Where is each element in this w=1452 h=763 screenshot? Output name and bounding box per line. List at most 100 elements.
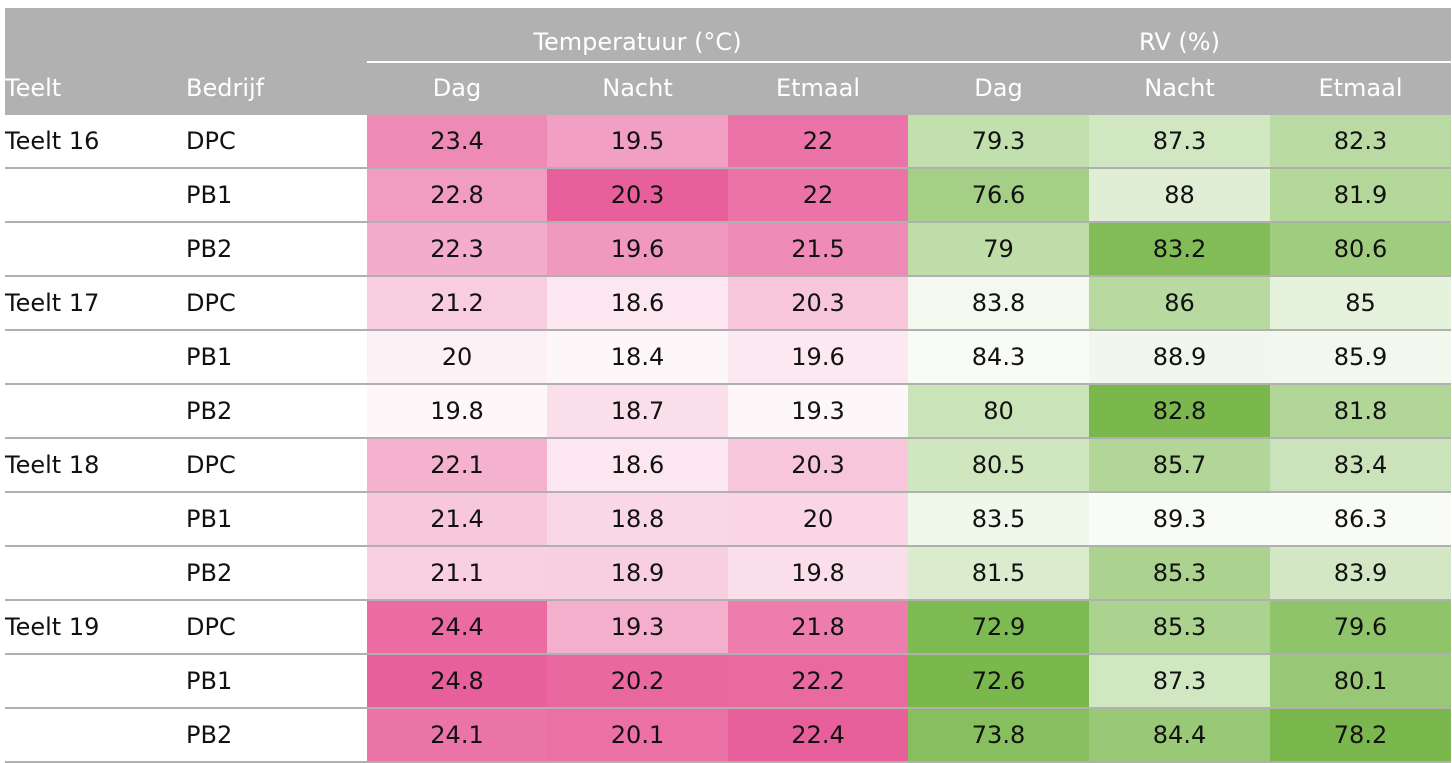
cell-temp-dag: 24.1 xyxy=(367,709,547,761)
cell-teelt: Teelt 17 xyxy=(5,289,100,317)
cell-rv-nacht: 88.9 xyxy=(1089,331,1270,383)
cell-temp-dag: 22.3 xyxy=(367,223,547,275)
table-row: PB2 24.1 20.1 22.4 73.8 84.4 78.2 xyxy=(5,709,1451,763)
cell-rv-dag: 83.5 xyxy=(908,493,1089,545)
cell-rv-dag: 83.8 xyxy=(908,277,1089,329)
table-row: PB1 21.4 18.8 20 83.5 89.3 86.3 xyxy=(5,493,1451,547)
table-row: Teelt 16 DPC 23.4 19.5 22 79.3 87.3 82.3 xyxy=(5,115,1451,169)
cell-temp-etmaal: 19.8 xyxy=(728,547,908,599)
cell-rv-dag: 76.6 xyxy=(908,169,1089,221)
table-header: Teelt Bedrijf Temperatuur (°C) RV (%) Da… xyxy=(5,8,1451,115)
cell-temp-nacht: 20.2 xyxy=(547,655,728,707)
header-temp-etmaal: Etmaal xyxy=(775,74,861,102)
header-rv-dag: Dag xyxy=(974,74,1023,102)
cell-temp-etmaal: 19.3 xyxy=(728,385,908,437)
table-row: PB1 22.8 20.3 22 76.6 88 81.9 xyxy=(5,169,1451,223)
cell-temp-etmaal: 21.8 xyxy=(728,601,908,653)
cell-rv-nacht: 82.8 xyxy=(1089,385,1270,437)
cell-bedrijf: PB1 xyxy=(186,181,233,209)
cell-temp-dag: 21.1 xyxy=(367,547,547,599)
cell-rv-etmaal: 80.1 xyxy=(1270,655,1451,707)
header-temp-dag: Dag xyxy=(432,74,482,102)
cell-rv-dag: 81.5 xyxy=(908,547,1089,599)
table-row: Teelt 17 DPC 21.2 18.6 20.3 83.8 86 85 xyxy=(5,277,1451,331)
cell-bedrijf: PB1 xyxy=(186,343,233,371)
cell-temp-dag: 19.8 xyxy=(367,385,547,437)
cell-bedrijf: DPC xyxy=(186,289,236,317)
header-temperature-underline xyxy=(367,61,908,63)
table-row: PB1 24.8 20.2 22.2 72.6 87.3 80.1 xyxy=(5,655,1451,709)
cell-temp-etmaal: 22 xyxy=(728,115,908,167)
cell-bedrijf: DPC xyxy=(186,451,236,479)
cell-temp-dag: 23.4 xyxy=(367,115,547,167)
cell-rv-nacht: 87.3 xyxy=(1089,655,1270,707)
table-row: Teelt 18 DPC 22.1 18.6 20.3 80.5 85.7 83.4 xyxy=(5,439,1451,493)
cell-temp-etmaal: 20 xyxy=(728,493,908,545)
cell-temp-dag: 21.2 xyxy=(367,277,547,329)
cell-bedrijf: PB1 xyxy=(186,505,233,533)
cell-teelt: Teelt 18 xyxy=(5,451,100,479)
cell-rv-dag: 79 xyxy=(908,223,1089,275)
table-row: PB2 21.1 18.9 19.8 81.5 85.3 83.9 xyxy=(5,547,1451,601)
cell-rv-dag: 72.9 xyxy=(908,601,1089,653)
table-row: PB2 22.3 19.6 21.5 79 83.2 80.6 xyxy=(5,223,1451,277)
cell-rv-dag: 73.8 xyxy=(908,709,1089,761)
cell-bedrijf: DPC xyxy=(186,127,236,155)
cell-rv-nacht: 85.7 xyxy=(1089,439,1270,491)
cell-temp-dag: 20 xyxy=(367,331,547,383)
cell-temp-dag: 22.8 xyxy=(367,169,547,221)
cell-rv-etmaal: 85.9 xyxy=(1270,331,1451,383)
cell-temp-nacht: 19.6 xyxy=(547,223,728,275)
cell-bedrijf: DPC xyxy=(186,613,236,641)
cell-temp-nacht: 18.8 xyxy=(547,493,728,545)
cell-bedrijf: PB2 xyxy=(186,559,233,587)
header-rv-group: RV (%) xyxy=(1139,28,1220,56)
cell-temp-dag: 24.4 xyxy=(367,601,547,653)
heatmap-table: Teelt Bedrijf Temperatuur (°C) RV (%) Da… xyxy=(5,8,1451,763)
cell-temp-nacht: 20.1 xyxy=(547,709,728,761)
cell-bedrijf: PB2 xyxy=(186,235,233,263)
cell-temp-etmaal: 20.3 xyxy=(728,439,908,491)
cell-temp-nacht: 19.3 xyxy=(547,601,728,653)
cell-bedrijf: PB2 xyxy=(186,397,233,425)
cell-rv-etmaal: 82.3 xyxy=(1270,115,1451,167)
header-teelt: Teelt xyxy=(5,74,62,102)
cell-rv-nacht: 89.3 xyxy=(1089,493,1270,545)
header-rv-underline xyxy=(908,61,1451,63)
table-row: Teelt 19 DPC 24.4 19.3 21.8 72.9 85.3 79.6 xyxy=(5,601,1451,655)
cell-temp-dag: 21.4 xyxy=(367,493,547,545)
cell-temp-dag: 24.8 xyxy=(367,655,547,707)
cell-rv-etmaal: 80.6 xyxy=(1270,223,1451,275)
cell-bedrijf: PB1 xyxy=(186,667,233,695)
cell-rv-nacht: 88 xyxy=(1089,169,1270,221)
table-row: PB2 19.8 18.7 19.3 80 82.8 81.8 xyxy=(5,385,1451,439)
cell-temp-etmaal: 20.3 xyxy=(728,277,908,329)
cell-teelt: Teelt 16 xyxy=(5,127,100,155)
cell-temp-nacht: 19.5 xyxy=(547,115,728,167)
cell-rv-nacht: 85.3 xyxy=(1089,547,1270,599)
cell-temp-nacht: 18.9 xyxy=(547,547,728,599)
cell-temp-etmaal: 19.6 xyxy=(728,331,908,383)
cell-temp-nacht: 18.4 xyxy=(547,331,728,383)
cell-rv-dag: 80 xyxy=(908,385,1089,437)
cell-rv-etmaal: 78.2 xyxy=(1270,709,1451,761)
cell-rv-dag: 84.3 xyxy=(908,331,1089,383)
cell-rv-etmaal: 79.6 xyxy=(1270,601,1451,653)
cell-temp-nacht: 18.6 xyxy=(547,277,728,329)
header-bedrijf: Bedrijf xyxy=(186,74,265,102)
cell-rv-nacht: 84.4 xyxy=(1089,709,1270,761)
table-row: PB1 20 18.4 19.6 84.3 88.9 85.9 xyxy=(5,331,1451,385)
cell-teelt: Teelt 19 xyxy=(5,613,100,641)
cell-rv-etmaal: 85 xyxy=(1270,277,1451,329)
cell-temp-etmaal: 22.2 xyxy=(728,655,908,707)
cell-bedrijf: PB2 xyxy=(186,721,233,749)
cell-rv-nacht: 87.3 xyxy=(1089,115,1270,167)
cell-rv-etmaal: 81.9 xyxy=(1270,169,1451,221)
cell-temp-etmaal: 21.5 xyxy=(728,223,908,275)
cell-rv-etmaal: 83.4 xyxy=(1270,439,1451,491)
cell-temp-nacht: 18.7 xyxy=(547,385,728,437)
cell-rv-etmaal: 83.9 xyxy=(1270,547,1451,599)
cell-rv-nacht: 85.3 xyxy=(1089,601,1270,653)
cell-temp-dag: 22.1 xyxy=(367,439,547,491)
cell-rv-dag: 79.3 xyxy=(908,115,1089,167)
